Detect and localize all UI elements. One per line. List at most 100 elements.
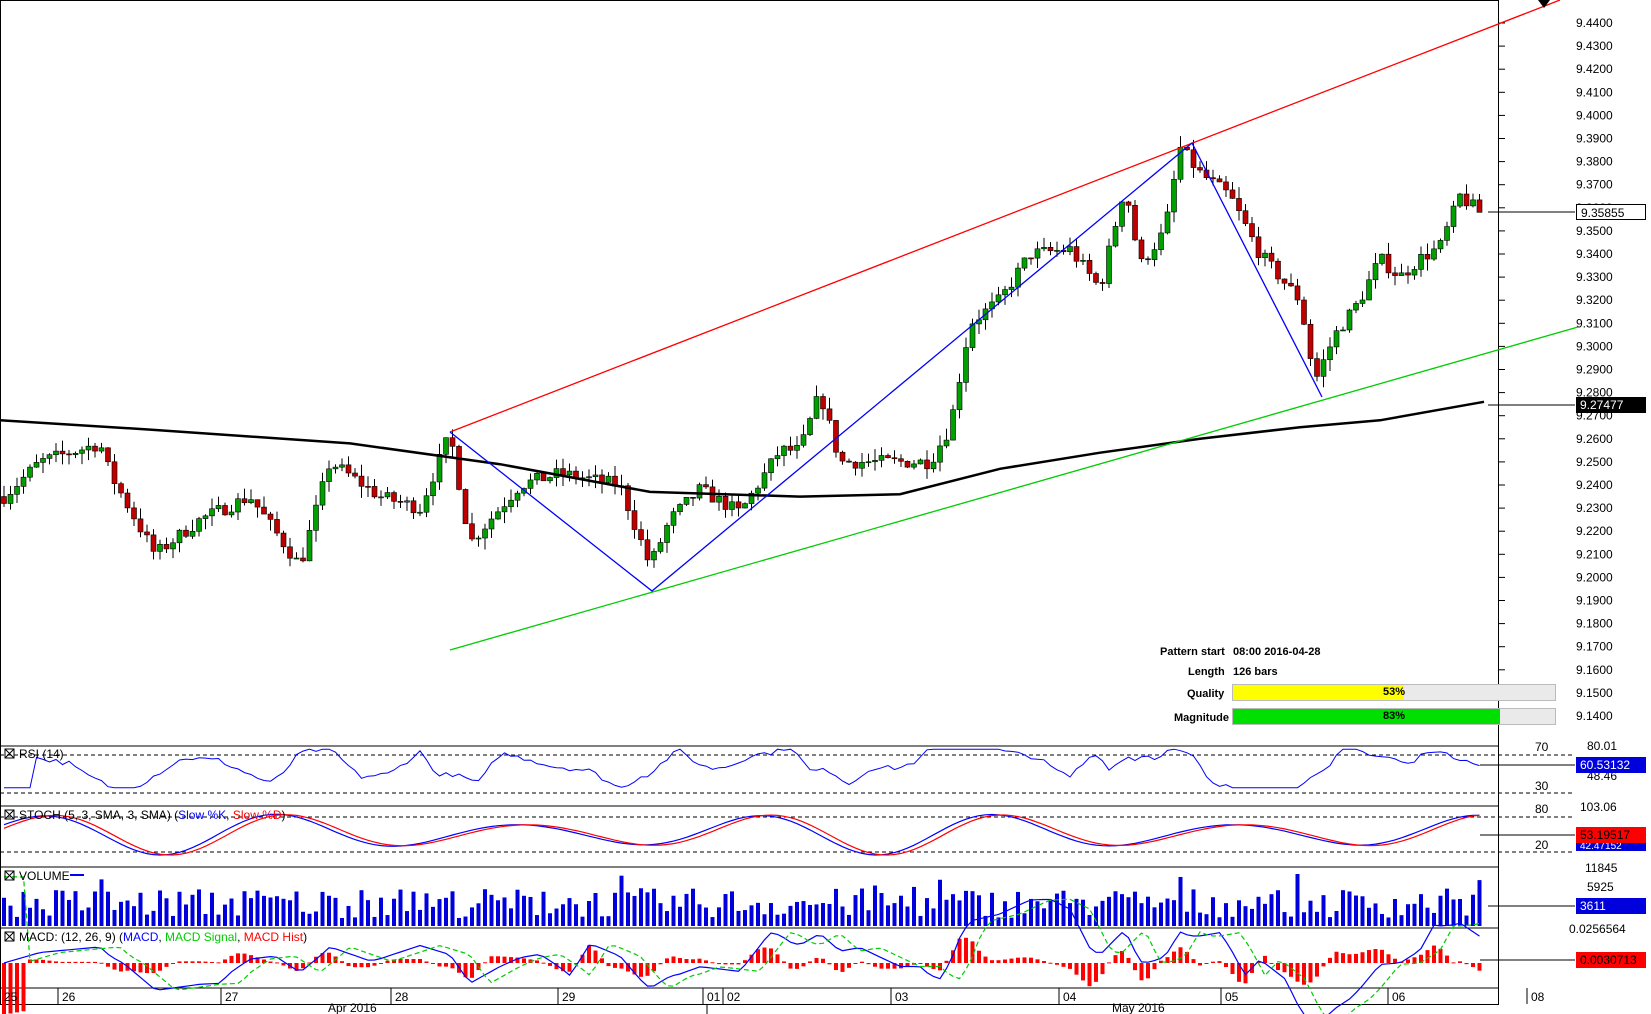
candle-body [384,492,391,498]
volume-bar [119,901,123,926]
macd-hist-bar [1321,963,1326,967]
candle-body [1106,245,1112,284]
candle-body [53,450,59,456]
volume-bar [561,904,565,926]
macd-hist-bar [1412,957,1417,963]
macd-hist-bar [723,963,728,965]
price-tick-label: 9.2800 [1576,386,1613,400]
volume-bar [593,892,598,926]
collapse-icon[interactable] [4,748,15,759]
volume-bar [723,894,728,926]
macd-hist-bar [275,962,279,964]
macd-hist-bar [515,957,520,963]
volume-bar [515,889,520,926]
volume-bar [463,916,468,926]
volume-bar [827,904,832,926]
candle-body [371,486,378,498]
volume-bar [28,907,32,926]
volume-bar [1276,890,1280,926]
candle-body [456,446,462,490]
volume-bar [1094,906,1098,926]
candle-body [761,472,768,489]
pattern-start-label: Pattern start [1160,646,1225,658]
macd-hist-bar [548,963,552,966]
macd-hist-bar [1341,953,1345,963]
candle-body [495,511,501,520]
volume-bar [405,911,409,926]
volume-bar [678,906,682,926]
candle-body [1314,358,1320,377]
volume-bar [879,893,884,926]
candle-body [1236,198,1242,212]
volume-bar [762,914,767,926]
candle-body [332,466,339,470]
volume-title: VOLUME [4,869,84,883]
volume-bar [632,895,637,926]
candle-body [404,500,410,503]
volume-bar [333,897,338,926]
volume-bar [301,911,305,926]
volume-bar [1451,899,1456,926]
volume-bar [814,904,819,926]
volume-bar [957,900,962,926]
macd-hist-bar [535,960,539,963]
macd-hist-bar [840,963,845,972]
macd-hist-bar [1237,963,1241,982]
candle-body [1411,269,1418,276]
macd-hist-bar [379,963,383,964]
collapse-icon[interactable] [4,931,15,942]
collapse-icon[interactable] [4,809,15,820]
macd-hist-bar [1393,958,1397,963]
macd-hist-bar [392,959,396,963]
volume-bar [1061,890,1066,926]
macd-hist-bar [424,961,429,963]
macd-hist-bar [990,960,994,963]
candle-body [183,529,189,537]
candle-body [1288,282,1294,287]
volume-bar [457,917,461,926]
candle-body [1346,309,1353,331]
volume-bar [132,906,136,926]
candle-body [352,472,358,477]
volume-bar [613,892,617,926]
candle-body [1450,205,1457,227]
day-label: 25 [4,990,18,1004]
volume-bar [964,890,968,926]
volume-bar [1022,913,1027,926]
volume-bar [1302,912,1306,926]
volume-bar [840,906,845,926]
macd-hist-bar [145,963,149,974]
volume-bar [1165,898,1170,926]
volume-bar [268,897,273,926]
macd-hist-bar [398,959,403,963]
candle-body [287,546,293,559]
macd-hist-bar [905,963,910,967]
volume-bar [983,915,988,926]
candle-body [969,323,976,348]
macd-hist-bar [106,963,110,967]
macd-max-label: 0.0256564 [1569,922,1626,936]
candle-body [1210,177,1216,180]
candle-body [72,452,79,456]
macd-hist-bar [1451,962,1456,964]
volume-bar [1198,912,1202,926]
macd-hist-bar [450,963,455,969]
volume-bar [1295,874,1300,926]
collapse-icon[interactable] [4,870,15,881]
volume-bar [314,911,318,926]
candle-body [14,486,20,495]
candle-body [605,475,612,483]
volume-bar [294,891,299,926]
candle-body [1262,252,1268,259]
candle-body [449,437,456,447]
macd-hist-bar [67,961,71,963]
macd-hist-bar [652,963,656,972]
candle-body [1327,346,1333,361]
volume-bar [1406,904,1410,926]
volume-bar [145,914,149,926]
volume-bar [996,917,1001,926]
arrow-marker-icon [1538,0,1550,8]
candle-body [755,487,761,494]
macd-hist-bar [132,963,136,972]
macd-hist-bar [1308,963,1313,983]
